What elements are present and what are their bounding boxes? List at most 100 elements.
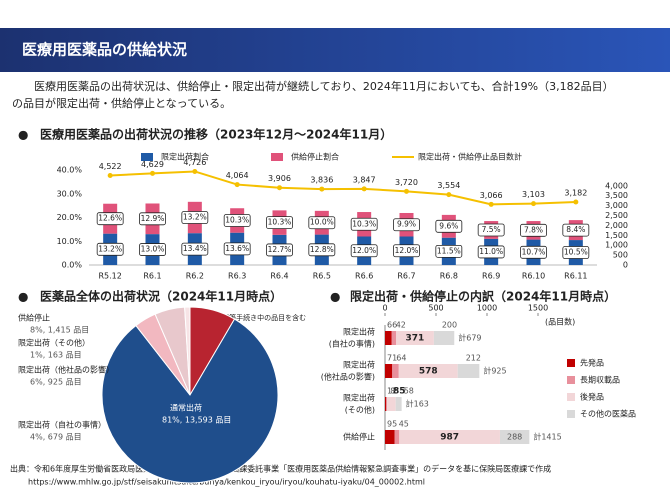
label-box [393, 244, 420, 258]
bar-segment [385, 364, 393, 378]
y2-tick-label: 4,000 [605, 181, 628, 190]
bar-label: 12.7% [268, 245, 292, 254]
total-label: 計679 [458, 333, 481, 343]
line-label: 3,847 [353, 175, 376, 184]
line-label: 3,554 [437, 181, 460, 190]
line-label: 4,522 [99, 162, 122, 171]
y2-tick-label: 1,000 [605, 241, 628, 250]
label-box [350, 244, 378, 258]
label-box [562, 246, 590, 259]
label-box [562, 223, 590, 237]
x-tick-label: R6.3 [228, 272, 246, 281]
x-tick-label: R6.8 [440, 272, 458, 281]
bar-label: 11.0% [479, 247, 503, 256]
label-box [350, 217, 378, 231]
header-title: 医療用医薬品の供給状況 [22, 41, 187, 59]
label-box [520, 245, 547, 259]
total-label: 計925 [483, 366, 506, 376]
legend-label: その他の医薬品 [580, 409, 636, 419]
x-tick-label: R6.10 [522, 272, 545, 281]
line [110, 170, 576, 206]
y-tick-label: 30.0% [57, 189, 83, 198]
y-tick-label: 0.0% [62, 261, 83, 270]
line-point [319, 186, 325, 192]
bar-segment [457, 364, 480, 378]
x-tick-label: R6.11 [564, 272, 587, 281]
line-label: 3,906 [268, 174, 291, 183]
y2-tick-label: 2,500 [605, 211, 628, 220]
line-label: 4,064 [226, 171, 249, 180]
category-label: 供給停止 [343, 432, 375, 442]
line-point [488, 201, 494, 207]
line-point [361, 186, 367, 192]
category-label: (他社品の影響) [321, 372, 375, 382]
bar-label: 13.4% [183, 244, 207, 253]
pie-slice [101, 318, 279, 484]
label-box [96, 212, 124, 226]
category-label: 限定出荷 [343, 327, 375, 337]
bar-label: 8.4% [566, 225, 585, 234]
label-box [435, 244, 463, 258]
bullet: ● [330, 290, 340, 304]
y-tick-label: 20.0% [57, 213, 83, 222]
bar-segment [394, 430, 400, 444]
bar-segment [385, 331, 392, 345]
bar-label: 66 [387, 321, 397, 330]
legend-label: 限定出荷・供給停止品目数計 [418, 152, 522, 162]
section-title: 医療用医薬品の出荷状況の推移（2023年12月～2024年11月） [40, 127, 392, 142]
bar-label: 212 [466, 354, 481, 363]
legend-swatch [567, 410, 575, 418]
bar-label: 12.8% [310, 245, 334, 254]
label-box [477, 245, 505, 259]
section-title: 医薬品全体の出荷状況（2024年11月時点） [40, 289, 282, 304]
line-label: 3,720 [395, 178, 418, 187]
pie-value: 4%, 679 品目 [30, 433, 82, 442]
bar-label: 7.8% [524, 225, 543, 234]
y-tick-label: 10.0% [57, 237, 83, 246]
label-box [181, 242, 209, 256]
bar-segment [499, 430, 530, 444]
label-box [139, 212, 166, 226]
bar-label: 11.5% [437, 246, 461, 255]
legend-label: 後発品 [580, 392, 604, 402]
y-tick-label: 40.0% [57, 166, 83, 175]
line-label: 3,066 [480, 191, 503, 200]
pie-label: 限定出荷（他社品の影響） [18, 365, 114, 375]
x-tick-label: 1000 [477, 304, 497, 313]
bar-segment [398, 364, 458, 378]
bar-label: 45 [399, 420, 409, 429]
bar-label: 10.0% [310, 218, 334, 227]
bar-segment [396, 331, 434, 345]
bar-label: 95 [387, 420, 397, 429]
label-box [96, 242, 124, 256]
label-box [266, 243, 293, 257]
x-tick-label: R6.6 [355, 272, 373, 281]
x-tick-label: R6.1 [143, 272, 161, 281]
y2-tick-label: 0 [623, 261, 628, 270]
total-label: 計163 [406, 399, 429, 409]
bar-label: 42 [396, 321, 406, 330]
bar-label: 12 [387, 387, 397, 396]
bar-label: 9.6% [439, 221, 458, 230]
line-label: 4,726 [183, 158, 206, 167]
x-tick-label: R6.2 [186, 272, 204, 281]
line-point [192, 168, 198, 174]
line-point [446, 192, 452, 198]
bar-label: 10.7% [522, 247, 546, 256]
label-box [181, 211, 209, 224]
legend-label: 供給停止割合 [291, 152, 339, 162]
source-url: https://www.mhlw.go.jp/stf/seisakunitsui… [28, 478, 425, 487]
line-label: 3,836 [310, 176, 333, 185]
bar-label: 987 [440, 433, 459, 443]
category-label: (その他) [345, 405, 375, 415]
bar-segment [391, 331, 397, 345]
pie-label: 限定出荷（自社の事情） [18, 420, 106, 430]
bar-label: 13.6% [225, 244, 249, 253]
x-tick-label: 500 [428, 304, 443, 313]
legend-swatch [271, 153, 283, 161]
bar-label: 10.3% [225, 215, 249, 224]
legend-swatch [141, 153, 153, 161]
x-tick-label: R6.9 [482, 272, 500, 281]
bullet: ● [18, 128, 28, 142]
